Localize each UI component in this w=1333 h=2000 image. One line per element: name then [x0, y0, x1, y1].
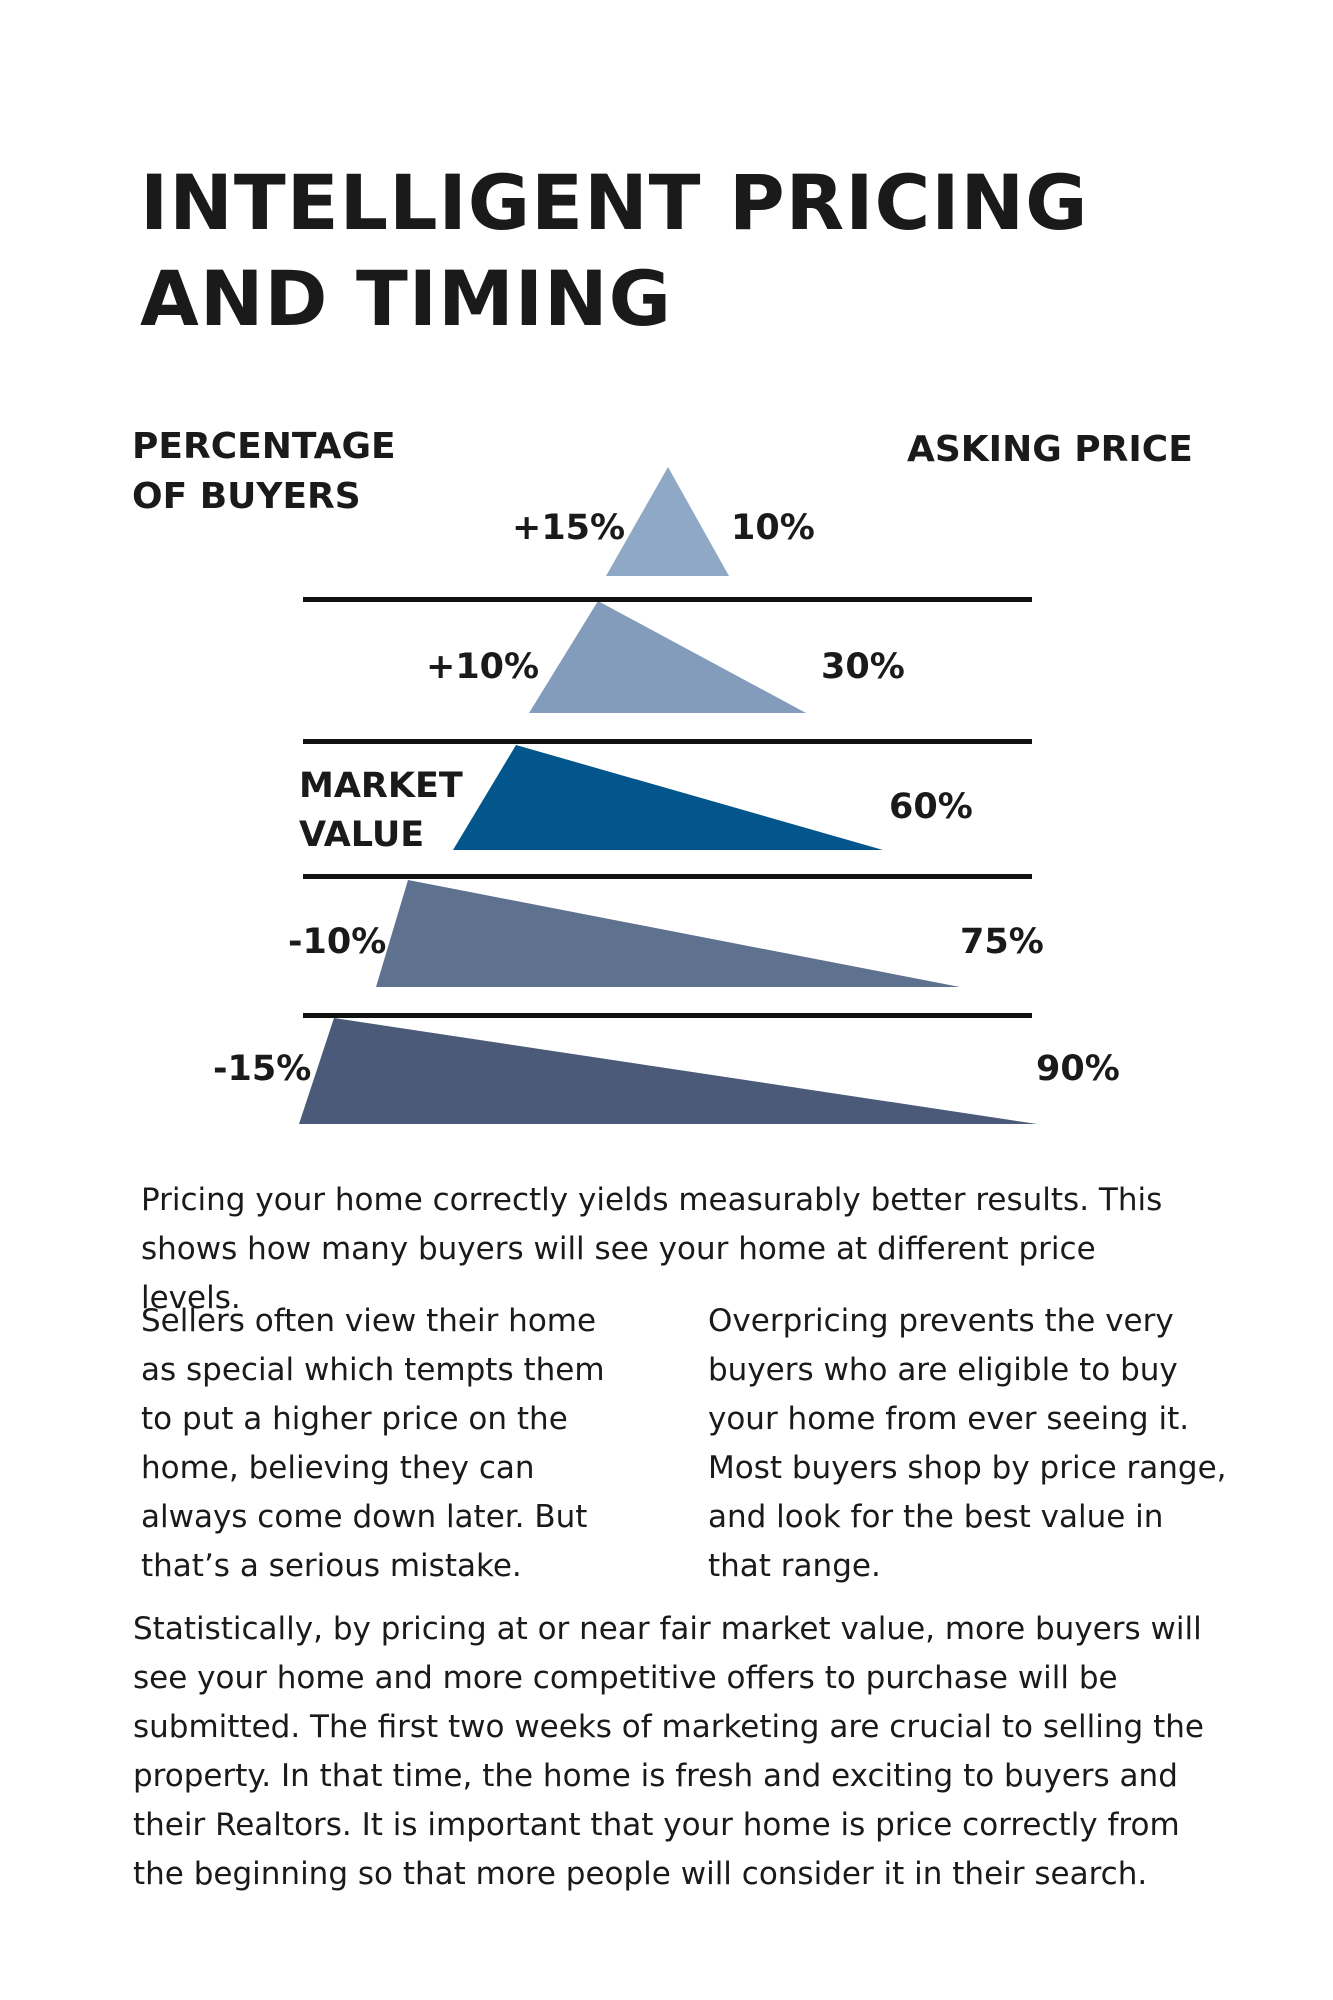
closing-paragraph: Statistically, by pricing at or near fai… [133, 1611, 1204, 1892]
pyramid-tier-market-value [453, 745, 883, 850]
pyramid-tier-minus-10 [376, 880, 960, 987]
asking-price-label-value: VALUE [299, 815, 424, 855]
asking-price-header: ASKING PRICE [907, 429, 1193, 470]
buyer-percentage-label: 10% [731, 508, 815, 548]
divider-line [303, 597, 1032, 602]
intro-paragraph: Pricing your home correctly yields measu… [141, 1182, 1163, 1316]
buyer-percentage-label: 30% [821, 647, 905, 687]
buyer-percentage-label: 60% [889, 787, 973, 827]
title-line-1: INTELLIGENT PRICING [140, 158, 1089, 247]
asking-price-label: +10% [426, 647, 539, 687]
buyer-percentage-label: 90% [1036, 1049, 1120, 1089]
pyramid-tier-plus-15 [606, 467, 729, 576]
right-column-paragraph: Overpricing prevents the very buyers who… [708, 1303, 1227, 1584]
asking-price-label-market: MARKET [299, 766, 463, 806]
pyramid-tier-plus-10 [529, 601, 806, 713]
title-line-2: AND TIMING [140, 254, 672, 343]
left-header-line-2: OF BUYERS [132, 476, 361, 517]
divider-line [303, 874, 1032, 879]
asking-price-label: +15% [512, 508, 625, 548]
page-title: INTELLIGENT PRICING AND TIMING [140, 155, 1089, 347]
left-column-paragraph: Sellers often view their home as special… [141, 1303, 605, 1584]
asking-price-label: -15% [213, 1049, 311, 1089]
divider-line [303, 1013, 1032, 1018]
pricing-pyramid: +15% +10% MARKET VALUE -10% -15% 10% 30%… [213, 467, 1120, 1124]
asking-price-label: -10% [288, 922, 386, 962]
buyer-percentage-label: 75% [960, 922, 1044, 962]
pyramid-tier-minus-15 [299, 1018, 1037, 1124]
divider-line [303, 739, 1032, 744]
left-header-line-1: PERCENTAGE [132, 426, 396, 467]
percentage-of-buyers-header: PERCENTAGE OF BUYERS [132, 422, 396, 522]
